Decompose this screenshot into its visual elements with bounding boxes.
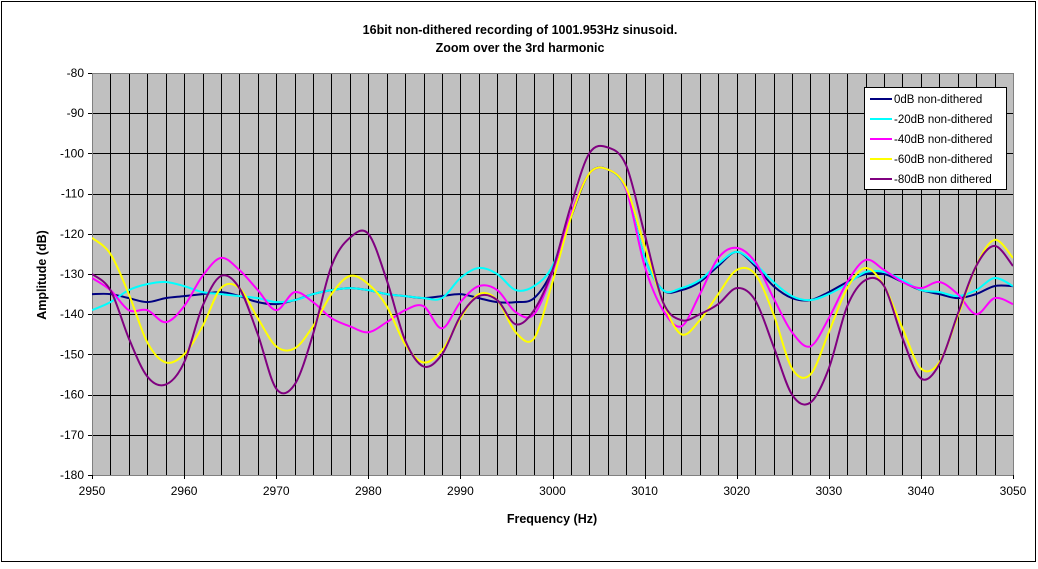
y-tick-label: -120: [60, 227, 84, 241]
plot-layer: -80 -90 -100 -110 -120 -130 -140 -150 -160 -170 -1…: [60, 66, 1027, 498]
y-tick-label: -110: [61, 187, 84, 201]
y-tick-label: -90: [67, 106, 85, 120]
x-axis-label: Frequency (Hz): [507, 512, 597, 526]
chart-title: 16bit non-dithered recording of 1001.953…: [363, 23, 678, 37]
x-tick-label: 2980: [355, 484, 382, 498]
legend-label: 0dB non-dithered: [894, 94, 982, 106]
x-tick-label: 3000: [539, 484, 566, 498]
y-tick-label: -160: [60, 388, 84, 402]
y-tick-label: -180: [60, 468, 84, 482]
x-tick-label: 3050: [1000, 484, 1027, 498]
legend: 0dB non-dithered -20dB non-dithered -40dB …: [864, 87, 1007, 190]
series-line-4: [92, 144, 1013, 406]
x-tick-label: 3030: [815, 484, 842, 498]
legend-label: -20dB non-dithered: [894, 114, 992, 126]
y-tick-label: -140: [60, 307, 84, 321]
y-tick-label: -100: [60, 146, 84, 160]
y-tick-label: -130: [60, 267, 84, 281]
x-tick-label: 2960: [171, 484, 198, 498]
y-axis-label: Amplitude (dB): [35, 230, 49, 320]
chart-subtitle: Zoom over the 3rd harmonic: [436, 41, 605, 55]
x-tick-label: 2950: [79, 484, 106, 498]
series-line-3: [92, 166, 1013, 379]
x-tick-label: 2970: [263, 484, 290, 498]
y-tick-label: -170: [60, 428, 84, 442]
y-tick-label: -150: [60, 347, 84, 361]
legend-label: -60dB non-dithered: [894, 154, 992, 166]
x-tick-label: 3010: [631, 484, 658, 498]
legend-label: -80dB non dithered: [894, 174, 992, 186]
x-tick-label: 2990: [447, 484, 474, 498]
y-tick-label: -80: [67, 66, 85, 80]
x-tick-label: 3020: [723, 484, 750, 498]
legend-label: -40dB non-dithered: [894, 134, 992, 146]
x-tick-label: 3040: [908, 484, 935, 498]
